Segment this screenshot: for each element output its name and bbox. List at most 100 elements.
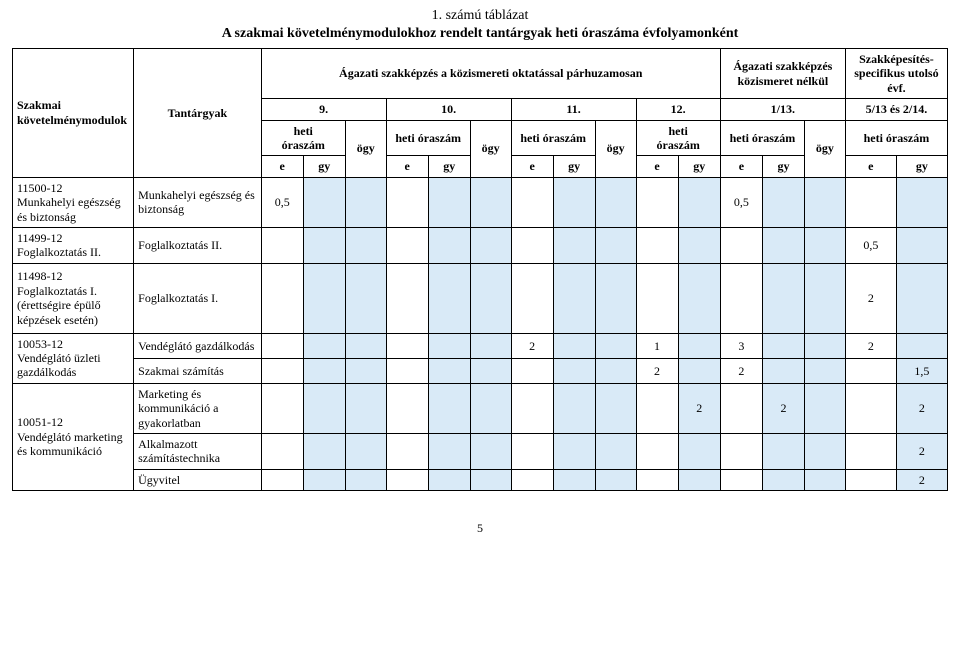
cell: 1 <box>636 333 678 358</box>
cell: 0,5 <box>845 227 896 263</box>
module-name: Vendéglátó marketing és kommunikáció <box>17 430 123 458</box>
cell <box>553 263 595 333</box>
cell <box>595 358 636 383</box>
cell <box>678 177 720 227</box>
cell <box>595 263 636 333</box>
header-e: e <box>386 156 428 177</box>
cell <box>845 383 896 433</box>
cell <box>896 333 947 358</box>
cell <box>553 383 595 433</box>
cell <box>805 333 846 358</box>
module-cell: 10053-12 Vendéglátó üzleti gazdálkodás <box>13 333 134 383</box>
header-heti-11: heti óraszám <box>511 120 595 156</box>
cell: 2 <box>845 333 896 358</box>
cell <box>345 434 386 470</box>
table-row: 11500-12 Munkahelyi egészség és biztonsá… <box>13 177 948 227</box>
cell <box>720 263 762 333</box>
module-code: 10053-12 <box>17 337 63 351</box>
cell: 2 <box>896 383 947 433</box>
cell <box>805 469 846 490</box>
cell <box>470 227 511 263</box>
cell <box>896 227 947 263</box>
cell <box>762 333 804 358</box>
table-number-title: 1. számú táblázat <box>12 8 948 24</box>
cell <box>428 227 470 263</box>
cell: 2 <box>845 263 896 333</box>
cell <box>303 358 345 383</box>
cell <box>511 177 553 227</box>
cell <box>678 333 720 358</box>
cell <box>345 383 386 433</box>
curriculum-table: Szakmai követelménymodulok Tantárgyak Ág… <box>12 48 948 491</box>
cell <box>720 469 762 490</box>
cell <box>636 469 678 490</box>
cell <box>261 333 303 358</box>
cell <box>678 263 720 333</box>
module-name: Munkahelyi egészség és biztonság <box>17 195 121 223</box>
header-heti-9: heti óraszám <box>261 120 345 156</box>
cell <box>345 469 386 490</box>
cell <box>678 469 720 490</box>
header-heti-113: heti óraszám <box>720 120 804 156</box>
module-extra: (érettségire épülő képzések esetén) <box>17 298 101 326</box>
cell <box>261 227 303 263</box>
header-e: e <box>636 156 678 177</box>
header-gy: gy <box>762 156 804 177</box>
cell <box>636 383 678 433</box>
cell <box>261 434 303 470</box>
cell <box>511 227 553 263</box>
cell <box>762 469 804 490</box>
cell <box>636 434 678 470</box>
header-gy: gy <box>896 156 947 177</box>
cell <box>805 434 846 470</box>
cell <box>345 177 386 227</box>
subject-cell: Ügyvitel <box>134 469 262 490</box>
module-code: 10051-12 <box>17 415 63 429</box>
cell <box>386 358 428 383</box>
cell <box>303 177 345 227</box>
cell <box>428 383 470 433</box>
header-heti-10: heti óraszám <box>386 120 470 156</box>
cell: 2 <box>896 434 947 470</box>
cell <box>470 177 511 227</box>
cell <box>636 263 678 333</box>
header-grade-12: 12. <box>636 99 720 120</box>
table-row: 11498-12 Foglalkoztatás I. (érettségire … <box>13 263 948 333</box>
header-e: e <box>261 156 303 177</box>
table-row: Szakmai számítás 2 2 1,5 <box>13 358 948 383</box>
header-grade-1-13: 1/13. <box>720 99 845 120</box>
cell <box>805 358 846 383</box>
cell <box>636 227 678 263</box>
table-row: 11499-12 Foglalkoztatás II. Foglalkoztat… <box>13 227 948 263</box>
cell <box>386 383 428 433</box>
cell <box>511 383 553 433</box>
header-ogy-10: ögy <box>470 120 511 177</box>
cell <box>553 177 595 227</box>
cell: 1,5 <box>896 358 947 383</box>
cell: 2 <box>762 383 804 433</box>
page-number: 5 <box>12 521 948 536</box>
cell <box>553 434 595 470</box>
cell <box>386 434 428 470</box>
cell <box>678 227 720 263</box>
cell <box>678 434 720 470</box>
cell <box>428 263 470 333</box>
cell <box>303 469 345 490</box>
cell <box>678 358 720 383</box>
subject-cell: Marketing és kommunikáció a gyakorlatban <box>134 383 262 433</box>
cell <box>553 333 595 358</box>
cell: 0,5 <box>261 177 303 227</box>
header-grade-10: 10. <box>386 99 511 120</box>
cell <box>386 263 428 333</box>
cell <box>345 263 386 333</box>
cell <box>303 263 345 333</box>
cell <box>303 383 345 433</box>
module-cell: 11498-12 Foglalkoztatás I. (érettségire … <box>13 263 134 333</box>
header-grade-5-13: 5/13 és 2/14. <box>845 99 947 120</box>
cell: 2 <box>636 358 678 383</box>
cell <box>636 177 678 227</box>
cell <box>261 358 303 383</box>
cell <box>720 383 762 433</box>
cell <box>553 469 595 490</box>
table-row: 10053-12 Vendéglátó üzleti gazdálkodás V… <box>13 333 948 358</box>
